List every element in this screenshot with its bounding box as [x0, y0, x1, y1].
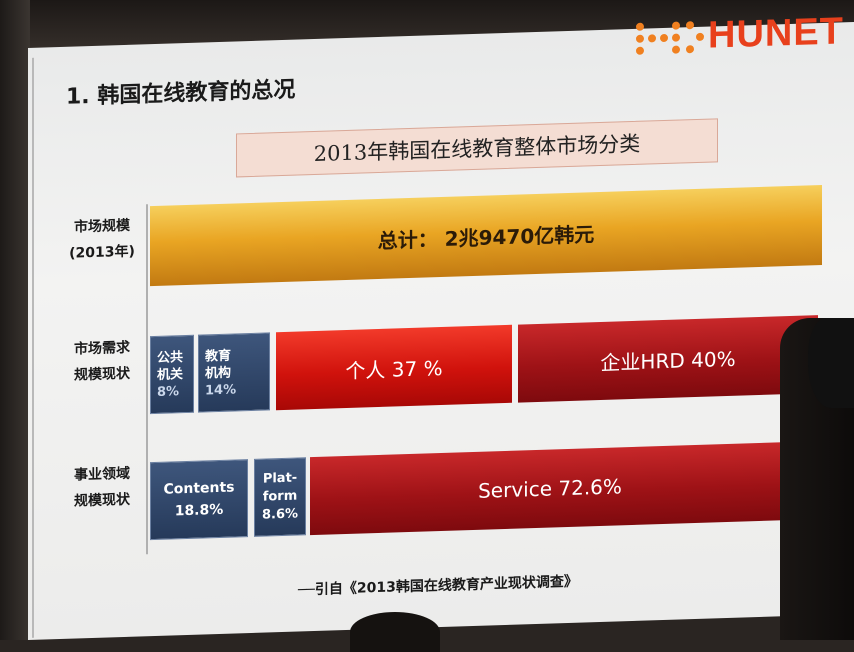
contents-bar: Contents 18.8% [150, 459, 248, 541]
public-sector-bar: 公共 机关 8% [150, 334, 194, 415]
personal-label: 个人 37 % [345, 355, 443, 383]
audience-head [350, 612, 440, 652]
corporate-hrd-label: 企业HRD 40% [600, 346, 736, 375]
slide-left-rule [32, 57, 34, 638]
service-label: Service 72.6% [478, 474, 622, 503]
projection-screen: 1. 韩国在线教育的总况 HUNET 2013年韩国在线教育整体市场分类 市场规… [28, 10, 854, 640]
logo-wordmark: HUNET [708, 10, 844, 57]
source-citation: ──引自《2013韩国在线教育产业现状调查》 [298, 573, 578, 599]
row-label-market-demand: 市场需求 规模现状 [74, 339, 130, 384]
room-wall [0, 0, 30, 640]
total-market-label: 总计： 2兆9470亿韩元 [377, 221, 595, 253]
personal-bar: 个人 37 % [276, 324, 512, 411]
slide-title: 1. 韩国在线教育的总况 [66, 77, 296, 110]
corporate-hrd-bar: 企业HRD 40% [518, 315, 818, 403]
total-market-bar: 总计： 2兆9470亿韩元 [150, 185, 822, 287]
service-bar: Service 72.6% [310, 442, 790, 536]
chart-title: 2013年韩国在线教育整体市场分类 [236, 118, 718, 178]
hunet-logo: HUNET [636, 10, 854, 63]
edu-institution-bar: 教育 机构 14% [198, 332, 270, 413]
logo-dots-icon [636, 21, 706, 57]
row-label-business-area: 事业领域 规模现状 [74, 465, 130, 510]
platform-bar: Plat- form 8.6% [254, 457, 306, 537]
row-label-market-size: 市场规模 (2013年) [69, 217, 135, 262]
presenter-head [808, 318, 854, 408]
